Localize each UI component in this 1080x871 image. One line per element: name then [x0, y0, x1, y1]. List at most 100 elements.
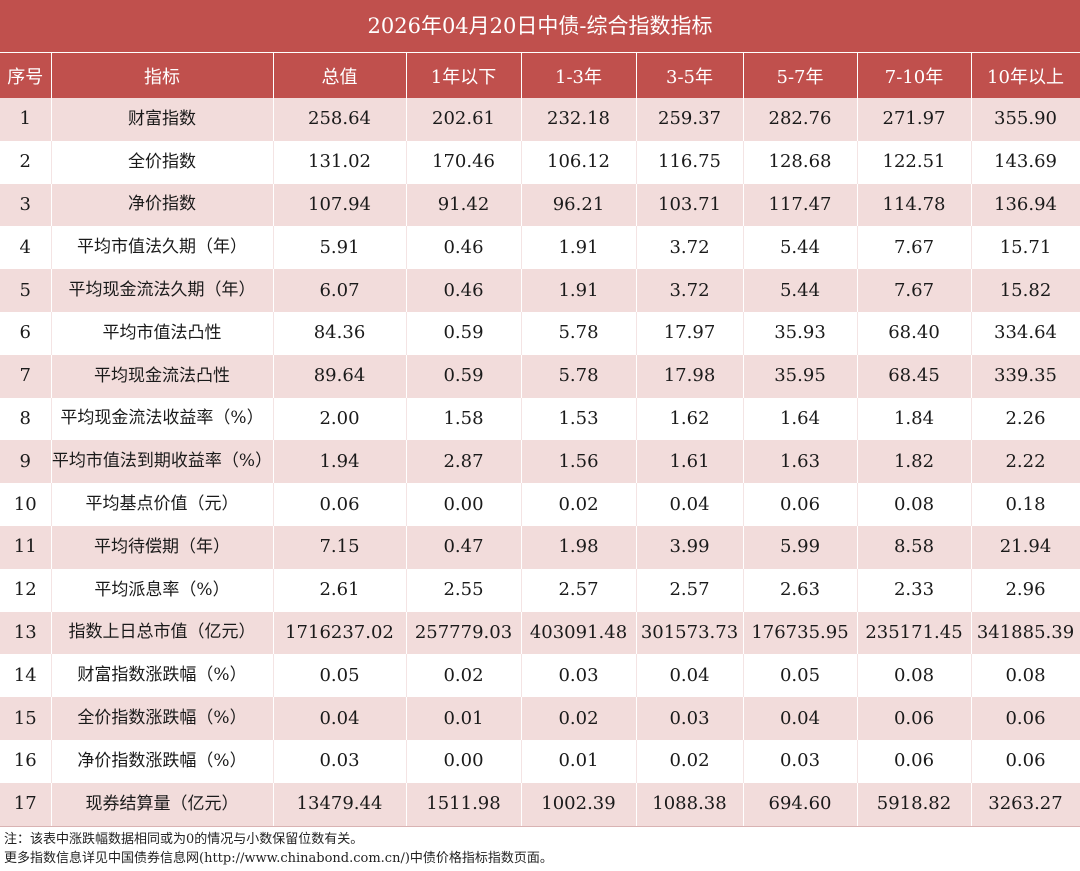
- value-cell: 35.95: [743, 354, 858, 398]
- value-cell: 143.69: [971, 140, 1080, 184]
- metric-name-cell: 全价指数涨跌幅（%）: [51, 697, 274, 740]
- value-cell: 0.01: [521, 739, 637, 783]
- table-row: 4 平均市值法久期（年） 5.91 0.46 1.91 3.72 5.44 7.67 15.71: [0, 226, 1080, 270]
- value-cell: 694.60: [743, 782, 858, 826]
- table-row: 9 平均市值法到期收益率（%） 1.94 2.87 1.56 1.61 1.63 1.82 2.…: [0, 440, 1080, 484]
- footnote-line: 更多指数信息详见中国债券信息网(http://www.chinabond.com…: [4, 850, 553, 866]
- table-body: 1 财富指数 258.64 202.61 232.18 259.37 282.76 271.9…: [0, 98, 1080, 826]
- value-cell: 106.12: [521, 140, 637, 184]
- value-cell: 0.08: [857, 483, 972, 526]
- row-number-cell: 15: [0, 697, 52, 740]
- value-cell: 68.45: [857, 354, 972, 398]
- header-cell: 指标: [51, 53, 274, 98]
- metric-name-cell: 财富指数涨跌幅（%）: [51, 654, 274, 698]
- value-cell: 5.99: [743, 525, 858, 569]
- row-number-cell: 7: [0, 354, 52, 398]
- row-number-cell: 3: [0, 183, 52, 227]
- value-cell: 0.00: [406, 483, 522, 526]
- value-cell: 5.91: [273, 226, 407, 270]
- value-cell: 117.47: [743, 183, 858, 227]
- value-cell: 2.22: [971, 440, 1080, 484]
- value-cell: 5918.82: [857, 782, 972, 826]
- value-cell: 0.02: [521, 483, 637, 526]
- value-cell: 1.94: [273, 440, 407, 484]
- value-cell: 1.98: [521, 525, 637, 569]
- value-cell: 257779.03: [406, 611, 522, 655]
- value-cell: 1.63: [743, 440, 858, 484]
- value-cell: 1.91: [521, 226, 637, 270]
- value-cell: 0.06: [971, 697, 1080, 740]
- value-cell: 0.59: [406, 354, 522, 398]
- value-cell: 5.44: [743, 269, 858, 312]
- header-cell: 总值: [273, 53, 407, 98]
- value-cell: 0.06: [743, 483, 858, 526]
- value-cell: 8.58: [857, 525, 972, 569]
- metric-name-cell: 净价指数涨跌幅（%）: [51, 739, 274, 783]
- metric-name-cell: 平均现金流法收益率（%）: [51, 397, 274, 441]
- value-cell: 339.35: [971, 354, 1080, 398]
- value-cell: 0.04: [636, 654, 744, 698]
- value-cell: 1.64: [743, 397, 858, 441]
- table-title: 2026年04月20日中债-综合指数指标: [0, 0, 1080, 53]
- value-cell: 6.07: [273, 269, 407, 312]
- value-cell: 0.05: [743, 654, 858, 698]
- value-cell: 0.04: [743, 697, 858, 740]
- value-cell: 2.33: [857, 568, 972, 612]
- row-number-cell: 12: [0, 568, 52, 612]
- value-cell: 103.71: [636, 183, 744, 227]
- table-row: 14 财富指数涨跌幅（%） 0.05 0.02 0.03 0.04 0.05 0.08 0.08: [0, 654, 1080, 698]
- value-cell: 0.03: [743, 739, 858, 783]
- value-cell: 7.15: [273, 525, 407, 569]
- value-cell: 21.94: [971, 525, 1080, 569]
- value-cell: 1.91: [521, 269, 637, 312]
- value-cell: 128.68: [743, 140, 858, 184]
- value-cell: 0.59: [406, 311, 522, 355]
- value-cell: 15.82: [971, 269, 1080, 312]
- value-cell: 2.87: [406, 440, 522, 484]
- metric-name-cell: 全价指数: [51, 140, 274, 184]
- table-row: 7 平均现金流法凸性 89.64 0.59 5.78 17.98 35.95 68.45 339…: [0, 354, 1080, 398]
- table-row: 6 平均市值法凸性 84.36 0.59 5.78 17.97 35.93 68.40 334.…: [0, 311, 1080, 355]
- value-cell: 0.06: [857, 739, 972, 783]
- value-cell: 1511.98: [406, 782, 522, 826]
- value-cell: 0.03: [636, 697, 744, 740]
- row-number-cell: 17: [0, 782, 52, 826]
- value-cell: 0.03: [273, 739, 407, 783]
- value-cell: 0.02: [406, 654, 522, 698]
- table-row: 5 平均现金流法久期（年） 6.07 0.46 1.91 3.72 5.44 7.67 15.8…: [0, 269, 1080, 312]
- value-cell: 258.64: [273, 98, 407, 141]
- value-cell: 1.82: [857, 440, 972, 484]
- value-cell: 0.18: [971, 483, 1080, 526]
- table-row: 13 指数上日总市值（亿元） 1716237.02 257779.03 403091.4…: [0, 611, 1080, 655]
- value-cell: 0.06: [857, 697, 972, 740]
- value-cell: 232.18: [521, 98, 637, 141]
- table-row: 11 平均待偿期（年） 7.15 0.47 1.98 3.99 5.99 8.58 21.94: [0, 525, 1080, 569]
- value-cell: 5.44: [743, 226, 858, 270]
- table-row: 8 平均现金流法收益率（%） 2.00 1.58 1.53 1.62 1.64 1.84 2.2…: [0, 397, 1080, 441]
- table-row: 16 净价指数涨跌幅（%） 0.03 0.00 0.01 0.02 0.03 0.06 0.06: [0, 739, 1080, 783]
- footnotes: 注：该表中涨跌幅数据相同或为0的情况与小数保留位数有关。 更多指数信息详见中国债…: [0, 825, 1080, 868]
- row-number-cell: 16: [0, 739, 52, 783]
- metric-name-cell: 指数上日总市值（亿元）: [51, 611, 274, 655]
- value-cell: 3.72: [636, 226, 744, 270]
- table-row: 1 财富指数 258.64 202.61 232.18 259.37 282.76 271.9…: [0, 98, 1080, 141]
- value-cell: 0.06: [273, 483, 407, 526]
- header-cell: 3-5年: [636, 53, 744, 98]
- value-cell: 0.04: [273, 697, 407, 740]
- value-cell: 3.72: [636, 269, 744, 312]
- value-cell: 122.51: [857, 140, 972, 184]
- value-cell: 1.58: [406, 397, 522, 441]
- row-number-cell: 4: [0, 226, 52, 270]
- metric-name-cell: 平均现金流法凸性: [51, 354, 274, 398]
- value-cell: 3.99: [636, 525, 744, 569]
- index-metrics-table: 序号 指标 总值 1年以下 1-3年 3-5年 5-7年 7-10年 10年以上…: [0, 53, 1080, 826]
- table-row: 10 平均基点价值（元） 0.06 0.00 0.02 0.04 0.06 0.08 0.18: [0, 483, 1080, 526]
- value-cell: 0.05: [273, 654, 407, 698]
- value-cell: 96.21: [521, 183, 637, 227]
- metric-name-cell: 平均待偿期（年）: [51, 525, 274, 569]
- value-cell: 0.04: [636, 483, 744, 526]
- metric-name-cell: 财富指数: [51, 98, 274, 141]
- table-row: 15 全价指数涨跌幅（%） 0.04 0.01 0.02 0.03 0.04 0.06 0.06: [0, 697, 1080, 740]
- header-cell: 1-3年: [521, 53, 637, 98]
- value-cell: 131.02: [273, 140, 407, 184]
